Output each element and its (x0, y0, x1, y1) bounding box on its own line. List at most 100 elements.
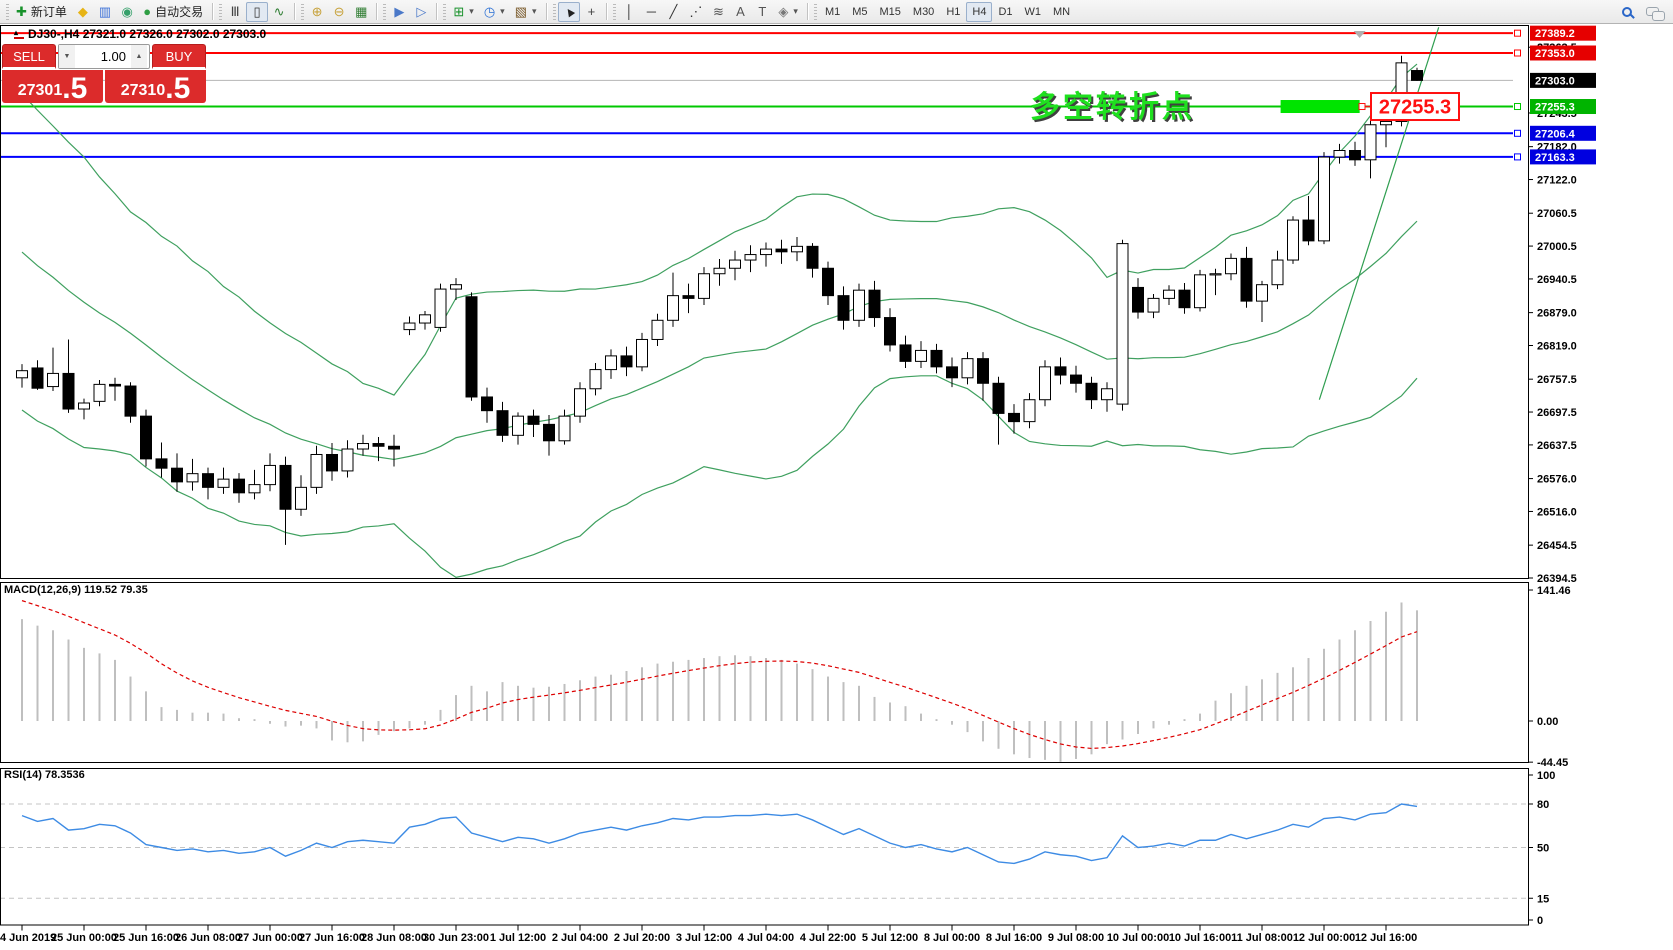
auto-scroll-button[interactable]: ▶ (388, 2, 410, 22)
svg-text:27303.0: 27303.0 (1535, 75, 1575, 87)
volume-increase-button[interactable]: ▲ (131, 45, 147, 68)
price-badge (1530, 72, 1596, 88)
new-order-button[interactable]: ✚ 新订单 (11, 2, 72, 22)
svg-text:26757.5: 26757.5 (1537, 374, 1577, 386)
timeframe-m30[interactable]: M30 (912, 5, 935, 18)
fibonacci-button[interactable]: ≋ (707, 2, 729, 22)
timeframe-m1[interactable]: M1 (824, 5, 841, 18)
bar-chart-button[interactable]: Ⅲ (224, 2, 246, 22)
line-chart-icon: ∿ (273, 4, 285, 19)
templates-button[interactable]: ▧ ▾ (510, 2, 542, 22)
svg-text:26394.5: 26394.5 (1537, 573, 1577, 585)
svg-text:141.46: 141.46 (1537, 585, 1571, 597)
vertical-line-button[interactable]: │ (618, 2, 640, 22)
buy-price-display[interactable]: 27310 .5 (105, 70, 206, 104)
timeframe-m5[interactable]: M5 (852, 5, 868, 18)
timeframe-d1[interactable]: D1 (998, 5, 1013, 18)
timeframe-w1[interactable]: W1 (1024, 5, 1042, 18)
candlesticks (16, 55, 1423, 545)
auto-trading-button[interactable]: ● 自动交易 (138, 2, 208, 22)
horizontal-line-icon: ─ (646, 4, 657, 19)
chart-window-icon: ◆ (77, 4, 88, 19)
chart-shift-button[interactable]: ▷ (410, 2, 432, 22)
chevron-down-icon: ▾ (532, 6, 537, 16)
trendline[interactable] (1318, 27, 1440, 400)
label-button[interactable]: T (751, 2, 773, 22)
trendline-button[interactable]: ╱ (662, 2, 684, 22)
rsi-line (21, 803, 1418, 865)
timeframe-h4[interactable]: H4 (966, 1, 993, 22)
svg-text:4 Jul 04:00: 4 Jul 04:00 (738, 932, 794, 944)
macd-pane (21, 600, 1418, 762)
svg-text:26454.5: 26454.5 (1537, 540, 1577, 552)
market-watch-button[interactable]: ▥ (94, 2, 116, 22)
volume-decrease-button[interactable]: ▼ (59, 45, 75, 68)
svg-text:1 Jul 12:00: 1 Jul 12:00 (490, 932, 546, 944)
svg-text:80: 80 (1537, 799, 1549, 811)
svg-text:5 Jul 12:00: 5 Jul 12:00 (862, 932, 918, 944)
arrows-icon: ◈ (778, 4, 789, 19)
svg-text:50: 50 (1537, 843, 1549, 855)
bar-chart-icon: Ⅲ (230, 4, 240, 19)
level-anchor[interactable] (1514, 29, 1521, 37)
candlestick-chart-icon: ▯ (253, 4, 261, 19)
svg-text:9 Jul 08:00: 9 Jul 08:00 (1048, 932, 1104, 944)
svg-text:27163.3: 27163.3 (1535, 152, 1575, 164)
buy-price-main: 27310 (120, 82, 166, 99)
pane-frame (0, 25, 1529, 579)
svg-text:3 Jul 12:00: 3 Jul 12:00 (676, 932, 732, 944)
zoom-out-button[interactable]: ⊖ (328, 2, 350, 22)
tile-windows-button[interactable]: ▦ (350, 2, 372, 22)
svg-text:2 Jul 20:00: 2 Jul 20:00 (614, 932, 670, 944)
arrows-button[interactable]: ◈ ▾ (773, 2, 803, 22)
channel-icon: ⋰ (689, 4, 703, 19)
search-icon[interactable] (1622, 6, 1632, 17)
level-anchor[interactable] (1514, 49, 1521, 57)
timeframe-mn[interactable]: MN (1053, 5, 1071, 18)
price-callout[interactable] (1370, 92, 1460, 122)
sell-button[interactable]: SELL (2, 44, 56, 69)
periods-button[interactable]: ◷ ▾ (479, 2, 510, 22)
chart-canvas[interactable]: 27255.327363.527243.527182.027122.027060… (0, 24, 1673, 950)
volume-input[interactable] (75, 45, 131, 68)
svg-text:27060.5: 27060.5 (1537, 208, 1577, 220)
candlestick-chart-button[interactable]: ▯ (246, 1, 269, 22)
signals-button[interactable]: ◉ (116, 2, 138, 22)
line-chart-button[interactable]: ∿ (268, 2, 290, 22)
timeframe-m15[interactable]: M15 (879, 5, 901, 18)
highlight-box[interactable] (1280, 100, 1360, 114)
svg-text:2 Jul 04:00: 2 Jul 04:00 (552, 932, 608, 944)
svg-text:0.00: 0.00 (1537, 716, 1558, 728)
svg-text:10 Jul 00:00: 10 Jul 00:00 (1107, 932, 1169, 944)
level-anchor[interactable] (1514, 153, 1521, 161)
svg-text:15: 15 (1537, 893, 1549, 905)
svg-text:27389.2: 27389.2 (1535, 28, 1575, 40)
timeframe-h1[interactable]: H1 (946, 5, 961, 18)
market-watch-icon: ▥ (98, 4, 112, 19)
svg-text:27206.4: 27206.4 (1535, 128, 1576, 140)
scroll-end-marker-icon[interactable] (1353, 31, 1366, 38)
svg-text:26516.0: 26516.0 (1537, 506, 1577, 518)
price-axis[interactable]: 27363.527243.527182.027122.027060.527000… (1514, 25, 1597, 927)
cursor-button[interactable]: ▲ (557, 1, 581, 22)
sell-price-main: 27301 (17, 82, 63, 99)
buy-button[interactable]: BUY (152, 44, 206, 69)
crosshair-button[interactable]: + (580, 2, 602, 22)
crosshair-icon: + (587, 4, 596, 19)
chart-window-button[interactable]: ◆ (72, 2, 94, 22)
zoom-in-button[interactable]: ⊕ (306, 2, 328, 22)
svg-text:8 Jul 16:00: 8 Jul 16:00 (986, 932, 1042, 944)
macd-histogram (21, 602, 1418, 762)
level-anchor[interactable] (1514, 103, 1521, 111)
channel-button[interactable]: ⋰ (684, 2, 707, 22)
svg-text:27000.5: 27000.5 (1537, 241, 1577, 253)
horizontal-line-button[interactable]: ─ (640, 2, 662, 22)
indicators-button[interactable]: ⊞ ▾ (448, 2, 478, 22)
community-chat-icon[interactable] (1646, 7, 1665, 21)
level-anchor[interactable] (1514, 129, 1521, 137)
auto-scroll-icon: ▶ (394, 4, 405, 19)
text-button[interactable]: A (729, 2, 751, 22)
sell-price-display[interactable]: 27301 .5 (2, 70, 103, 104)
indicators-icon: ⊞ (453, 4, 465, 19)
